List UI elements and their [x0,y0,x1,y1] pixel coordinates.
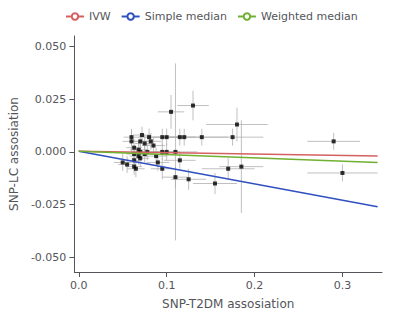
svg-text:-0.025: -0.025 [31,198,66,211]
svg-text:0.0: 0.0 [70,279,88,292]
svg-text:0.3: 0.3 [334,279,352,292]
svg-text:0.025: 0.025 [35,93,67,106]
svg-text:Weighted median: Weighted median [261,10,358,23]
svg-text:0.000: 0.000 [35,145,67,158]
svg-text:0.1: 0.1 [158,279,176,292]
svg-text:0.050: 0.050 [35,40,67,53]
svg-text:SNP-LC assosiation: SNP-LC assosiation [7,97,21,211]
svg-text:SNP-T2DM assosiation: SNP-T2DM assosiation [162,297,294,311]
svg-text:-0.050: -0.050 [31,251,66,264]
svg-text:Simple median: Simple median [145,10,227,23]
svg-text:0.2: 0.2 [246,279,264,292]
svg-text:IVW: IVW [89,10,111,23]
